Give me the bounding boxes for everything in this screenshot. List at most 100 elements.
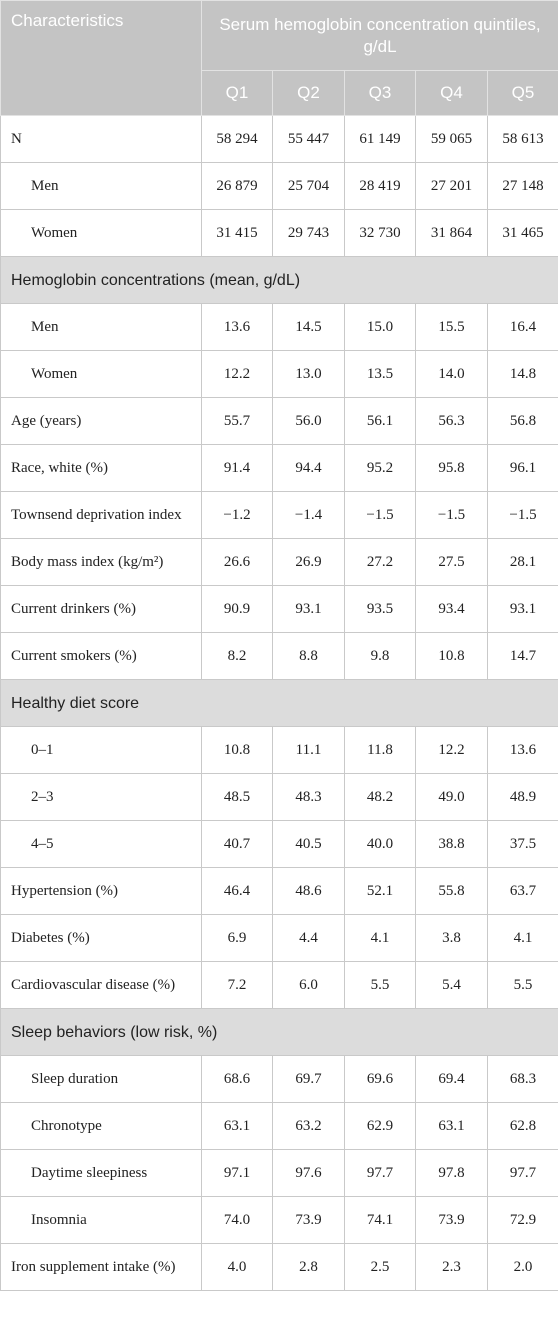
cell: 37.5 [487, 820, 558, 868]
table-body: N 58 294 55 447 61 149 59 065 58 613 Men 26 879… [0, 115, 558, 1291]
row-label: Hypertension (%) [0, 867, 202, 915]
cell: 63.7 [487, 867, 558, 915]
cell: 28.1 [487, 538, 558, 586]
table-row: N 58 294 55 447 61 149 59 065 58 613 [0, 115, 558, 163]
cell: 56.1 [344, 397, 416, 445]
cell: 32 730 [344, 209, 416, 257]
cell: 93.4 [415, 585, 488, 633]
cell: 97.7 [487, 1149, 558, 1197]
section-row: Sleep behaviors (low risk, %) [0, 1008, 558, 1056]
cell: 97.8 [415, 1149, 488, 1197]
cell: 16.4 [487, 303, 558, 351]
table-row: Current drinkers (%) 90.9 93.1 93.5 93.4 93.1 [0, 585, 558, 633]
cell: 73.9 [415, 1196, 488, 1244]
cell: 97.6 [272, 1149, 345, 1197]
cell: 4.4 [272, 914, 345, 962]
cell: 46.4 [201, 867, 273, 915]
cell: 5.5 [487, 961, 558, 1009]
cell: 74.0 [201, 1196, 273, 1244]
section-row: Hemoglobin concentrations (mean, g/dL) [0, 256, 558, 304]
cell: 40.0 [344, 820, 416, 868]
cell: 74.1 [344, 1196, 416, 1244]
cell: 2.8 [272, 1243, 345, 1291]
cell: 49.0 [415, 773, 488, 821]
cell: 96.1 [487, 444, 558, 492]
cell: 97.7 [344, 1149, 416, 1197]
header-row: Characteristics Serum hemoglobin concent… [0, 0, 558, 116]
cell: 6.9 [201, 914, 273, 962]
cell: 55.7 [201, 397, 273, 445]
table-row: Body mass index (kg/m²) 26.6 26.9 27.2 27.5 2… [0, 538, 558, 586]
cell: 31 415 [201, 209, 273, 257]
header-cell: Q2 [272, 70, 345, 116]
cell: 4.1 [487, 914, 558, 962]
cell: 97.1 [201, 1149, 273, 1197]
cell: 26.9 [272, 538, 345, 586]
cell: 31 864 [415, 209, 488, 257]
cell: 12.2 [201, 350, 273, 398]
cell: 2.0 [487, 1243, 558, 1291]
cell: 13.0 [272, 350, 345, 398]
cell: 68.3 [487, 1055, 558, 1103]
cell: 69.6 [344, 1055, 416, 1103]
cell: 59 065 [415, 115, 488, 163]
cell: 56.0 [272, 397, 345, 445]
cell: 6.0 [272, 961, 345, 1009]
table-row: Iron supplement intake (%) 4.0 2.8 2.5 2.3 2.… [0, 1243, 558, 1291]
table-row: 4–5 40.7 40.5 40.0 38.8 37.5 [0, 820, 558, 868]
table: Characteristics Serum hemoglobin concent… [0, 0, 558, 1291]
row-label: Current drinkers (%) [0, 585, 202, 633]
row-label: 0–1 [0, 726, 202, 774]
cell: 61 149 [344, 115, 416, 163]
cell: 68.6 [201, 1055, 273, 1103]
cell: 48.3 [272, 773, 345, 821]
row-label: Daytime sleepiness [0, 1149, 202, 1197]
header-row: Q1 Q2 Q3 Q4 Q5 [1, 70, 558, 116]
section-row: Healthy diet score [0, 679, 558, 727]
cell: 15.5 [415, 303, 488, 351]
cell: 95.8 [415, 444, 488, 492]
cell: 38.8 [415, 820, 488, 868]
cell: 11.8 [344, 726, 416, 774]
row-label: Insomnia [0, 1196, 202, 1244]
cell: −1.5 [344, 491, 416, 539]
section-heading: Healthy diet score [0, 679, 558, 727]
cell: 93.1 [272, 585, 345, 633]
cell: 48.9 [487, 773, 558, 821]
cell: 14.8 [487, 350, 558, 398]
cell: 95.2 [344, 444, 416, 492]
table-row: Current smokers (%) 8.2 8.8 9.8 10.8 14.7 [0, 632, 558, 680]
cell: 63.1 [201, 1102, 273, 1150]
row-label: N [0, 115, 202, 163]
cell: −1.2 [201, 491, 273, 539]
row-label: Race, white (%) [0, 444, 202, 492]
cell: 11.1 [272, 726, 345, 774]
section-heading: Sleep behaviors (low risk, %) [0, 1008, 558, 1056]
cell: 48.6 [272, 867, 345, 915]
table-row: Women 12.2 13.0 13.5 14.0 14.8 [0, 350, 558, 398]
table-row: Men 13.6 14.5 15.0 15.5 16.4 [0, 303, 558, 351]
cell: 69.4 [415, 1055, 488, 1103]
cell: 58 613 [487, 115, 558, 163]
row-label: Women [0, 350, 202, 398]
header-cell: Q3 [344, 70, 416, 116]
cell: 8.2 [201, 632, 273, 680]
row-label: Iron supplement intake (%) [0, 1243, 202, 1291]
cell: 10.8 [415, 632, 488, 680]
cell: 63.1 [415, 1102, 488, 1150]
cell: 2.5 [344, 1243, 416, 1291]
cell: 90.9 [201, 585, 273, 633]
table-row: Sleep duration 68.6 69.7 69.6 69.4 68.3 [0, 1055, 558, 1103]
row-label: Chronotype [0, 1102, 202, 1150]
cell: 94.4 [272, 444, 345, 492]
cell: 5.4 [415, 961, 488, 1009]
cell: 63.2 [272, 1102, 345, 1150]
cell: 14.7 [487, 632, 558, 680]
cell: 27 148 [487, 162, 558, 210]
row-label: Sleep duration [0, 1055, 202, 1103]
cell: 4.0 [201, 1243, 273, 1291]
row-label: Men [0, 303, 202, 351]
cell: 13.6 [201, 303, 273, 351]
cell: 13.5 [344, 350, 416, 398]
